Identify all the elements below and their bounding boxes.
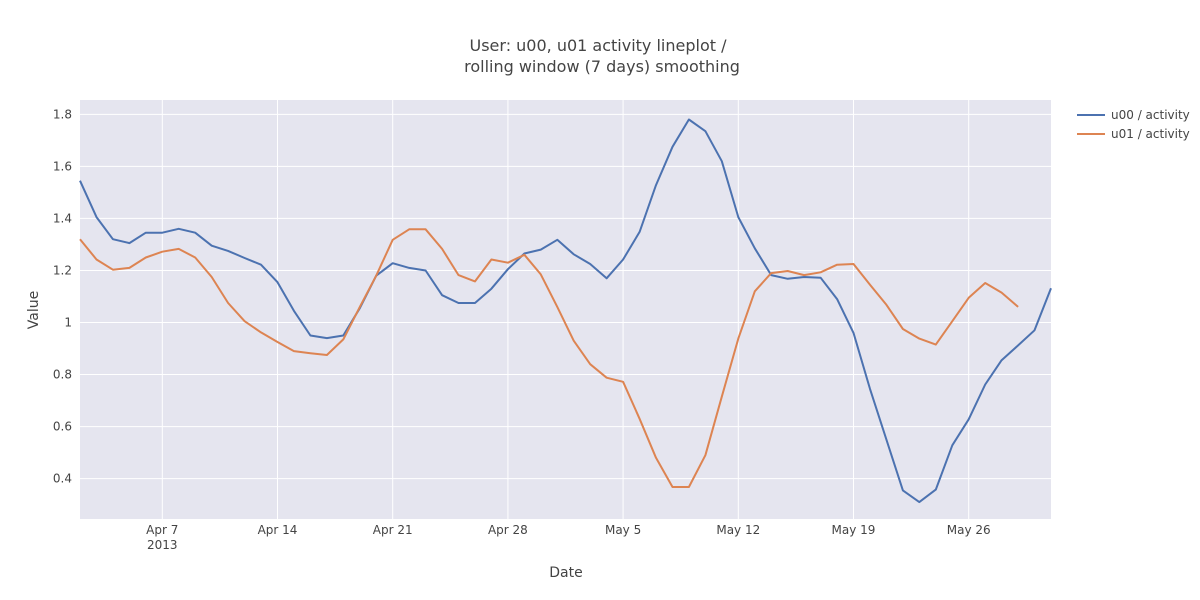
x-tick-label: May 5 — [605, 523, 641, 537]
x-tick-label: May 26 — [947, 523, 991, 537]
chart-title-line-1: User: u00, u01 activity lineplot / — [470, 36, 728, 55]
y-tick-label: 1.4 — [53, 211, 72, 225]
y-tick-label: 1.6 — [53, 159, 72, 173]
series-lines — [79, 118, 1052, 504]
y-tick-label: 1.8 — [53, 107, 72, 121]
legend-item-u01[interactable]: u01 / activity — [1077, 127, 1190, 141]
y-tick-label: 0.8 — [53, 368, 72, 382]
x-tick-label: Apr 28 — [488, 523, 528, 537]
y-tick-label: 0.6 — [53, 420, 72, 434]
x-tick-label: May 12 — [716, 523, 760, 537]
x-tick-label: Apr 7 — [146, 523, 178, 537]
plot-background — [80, 100, 1051, 519]
series-line-u00 — [79, 118, 1052, 504]
x-tick-year-label: 2013 — [147, 538, 178, 552]
chart-title-line-2: rolling window (7 days) smoothing — [464, 57, 740, 76]
x-axis-title: Date — [549, 565, 582, 581]
y-tick-label: 1.2 — [53, 263, 72, 277]
y-axis-title: Value — [26, 291, 42, 329]
gridlines — [80, 100, 1051, 519]
legend[interactable]: u00 / activity u01 / activity — [1077, 108, 1190, 141]
legend-label: u01 / activity — [1111, 127, 1190, 141]
legend-label: u00 / activity — [1111, 108, 1190, 122]
y-tick-label: 0.4 — [53, 472, 72, 486]
x-tick-label: Apr 21 — [373, 523, 413, 537]
x-tick-label: May 19 — [832, 523, 876, 537]
x-tick-label: Apr 14 — [258, 523, 298, 537]
series-line-u01 — [79, 228, 1019, 488]
y-tick-labels: 0.4 0.6 0.8 1 1.2 1.4 1.6 1.8 — [53, 107, 72, 485]
y-tick-label: 1 — [64, 316, 72, 330]
legend-item-u00[interactable]: u00 / activity — [1077, 108, 1190, 122]
